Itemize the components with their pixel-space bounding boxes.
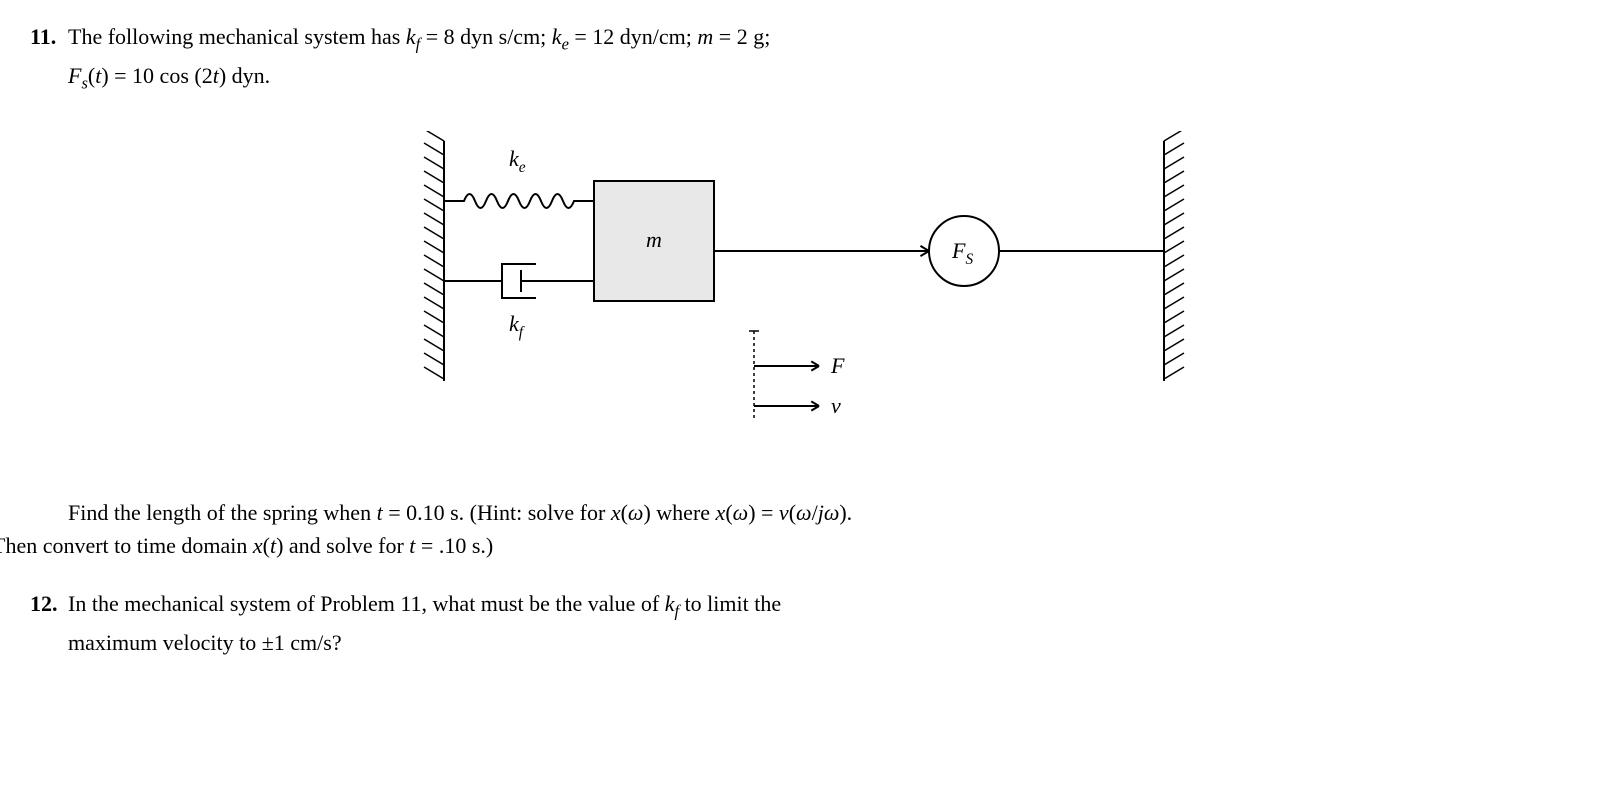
problem-11-header: 11. The following mechanical system has … xyxy=(30,20,1577,57)
problem-12-text: In the mechanical system of Problem 11, … xyxy=(68,587,1577,624)
problem-12-header: 12. In the mechanical system of Problem … xyxy=(30,587,1577,624)
diagram-svg: ke kf m FS Fv xyxy=(404,131,1204,451)
problem-12: 12. In the mechanical system of Problem … xyxy=(30,587,1577,659)
problem-11: 11. The following mechanical system has … xyxy=(30,20,1577,96)
svg-text:kf: kf xyxy=(509,311,526,341)
svg-text:FS: FS xyxy=(951,238,973,268)
problem-12-number: 12. xyxy=(30,587,68,620)
svg-text:ke: ke xyxy=(509,146,526,176)
svg-text:m: m xyxy=(646,227,662,252)
problem-11-number: 11. xyxy=(30,20,68,53)
problem-11-line2: Fs(t) = 10 cos (2t) dyn. xyxy=(68,59,1577,96)
problem-11-text: The following mechanical system has kf =… xyxy=(68,20,1577,57)
problem-12-line2: maximum velocity to ±1 cm/s? xyxy=(68,626,1577,659)
problem-11-hint: Find the length of the spring when t = 0… xyxy=(30,496,1577,562)
svg-text:F: F xyxy=(830,353,845,378)
mechanical-system-diagram: ke kf m FS Fv xyxy=(30,131,1577,451)
svg-text:v: v xyxy=(831,393,841,418)
